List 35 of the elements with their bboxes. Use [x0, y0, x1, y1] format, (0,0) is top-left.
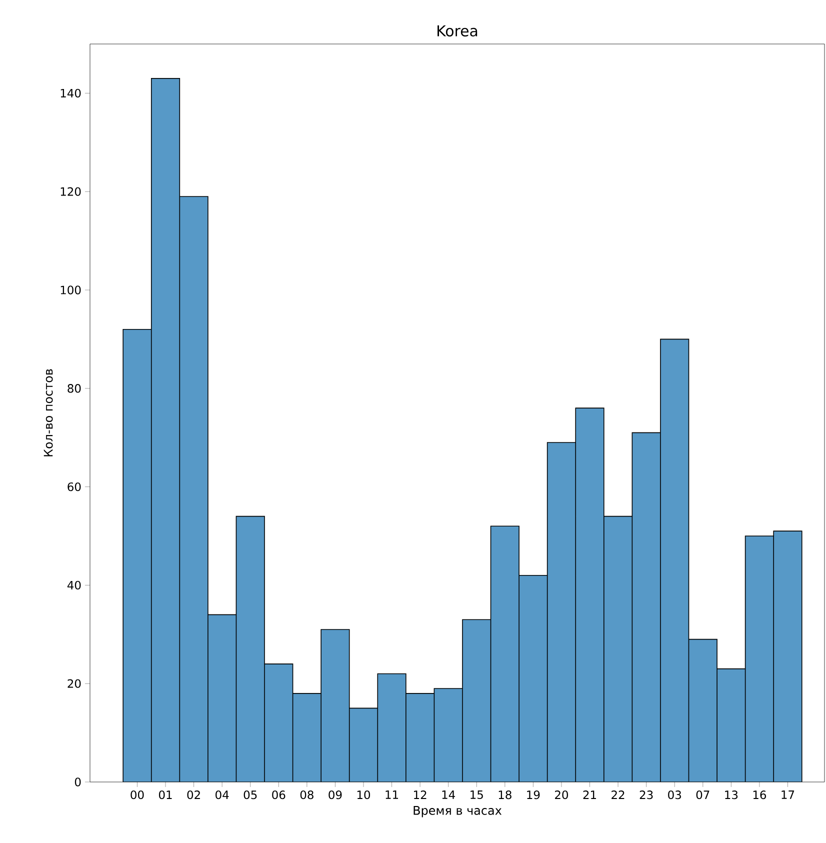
y-tick-label: 20: [68, 679, 81, 688]
x-tick-label: 09: [328, 790, 342, 800]
y-tick-label: 0: [74, 778, 81, 786]
x-tick-label: 04: [216, 790, 229, 800]
y-axis-title: Кол-во постов: [44, 369, 53, 456]
x-tick-label: 01: [158, 790, 172, 800]
x-tick-label: 11: [386, 790, 398, 799]
x-tick-label: 06: [272, 790, 286, 800]
y-tick-label: 40: [67, 580, 81, 590]
x-tick-label: 07: [696, 790, 710, 800]
x-tick-label: 23: [640, 790, 653, 800]
y-tick-label: 100: [60, 286, 81, 294]
x-tick-label: 14: [442, 790, 455, 799]
y-tick-label: 140: [60, 88, 81, 98]
x-tick-label: 12: [414, 790, 426, 800]
x-tick-label: 08: [300, 790, 314, 800]
x-tick-label: 21: [583, 790, 596, 800]
y-tick-label: 120: [60, 187, 81, 196]
x-tick-label: 15: [470, 790, 483, 800]
x-tick-label: 18: [498, 790, 512, 800]
x-tick-label: 17: [782, 790, 794, 799]
x-tick-label: 02: [187, 790, 200, 800]
x-tick-label: 22: [612, 790, 624, 800]
x-tick-label: 13: [725, 790, 738, 800]
x-tick-label: 19: [527, 790, 540, 800]
x-tick-label: 20: [555, 790, 568, 800]
x-tick-label: 00: [130, 790, 144, 800]
x-axis-title: Время в часах: [414, 806, 502, 818]
y-tick-label: 60: [68, 482, 81, 492]
x-tick-label: 03: [668, 790, 681, 800]
chart-title: Korea: [438, 25, 478, 36]
x-tick-label: 10: [357, 790, 370, 800]
y-tick-label: 80: [68, 384, 81, 393]
x-tick-label: 05: [244, 790, 257, 800]
x-tick-label: 16: [753, 790, 766, 800]
